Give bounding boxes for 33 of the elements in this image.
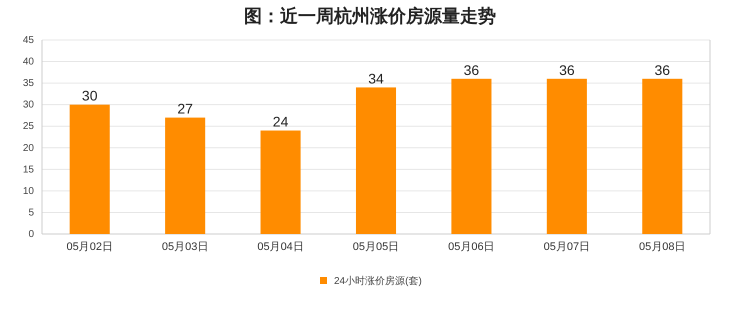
bar: [70, 104, 110, 234]
x-tick-label: 05月06日: [448, 241, 495, 253]
bar: [260, 130, 301, 234]
y-tick-label: 20: [22, 142, 34, 154]
data-label: 36: [559, 62, 575, 78]
x-tick-label: 05月07日: [544, 241, 590, 253]
data-label: 24: [272, 114, 289, 130]
x-tick-label: 05月05日: [352, 241, 400, 253]
data-label: 34: [368, 70, 384, 86]
y-tick-label: 0: [28, 229, 34, 240]
chart-title: 图：近一周杭州涨价房源量走势: [244, 6, 496, 26]
bar: [642, 78, 682, 234]
x-tick-label: 05月03日: [162, 241, 208, 253]
y-tick-label: 40: [22, 56, 34, 68]
x-tick-label: 05月04日: [257, 241, 304, 253]
y-tick-label: 25: [22, 121, 34, 132]
data-label: 30: [82, 88, 98, 104]
data-label: 36: [464, 62, 480, 78]
y-tick-label: 45: [22, 35, 34, 46]
bar: [546, 78, 587, 234]
y-tick-label: 10: [22, 186, 34, 197]
y-tick-label: 30: [22, 100, 34, 111]
x-tick-label: 05月02日: [66, 241, 113, 253]
y-tick-label: 35: [22, 78, 34, 90]
data-label: 36: [654, 62, 670, 78]
bar: [356, 87, 396, 234]
bar: [451, 78, 492, 234]
x-tick-label: 05月08日: [639, 241, 686, 253]
y-tick-label: 15: [22, 164, 34, 176]
y-tick-label: 5: [28, 207, 34, 218]
bar: [165, 118, 206, 234]
legend-label: 24小时涨价房源(套): [334, 275, 422, 287]
data-label: 27: [177, 100, 194, 117]
